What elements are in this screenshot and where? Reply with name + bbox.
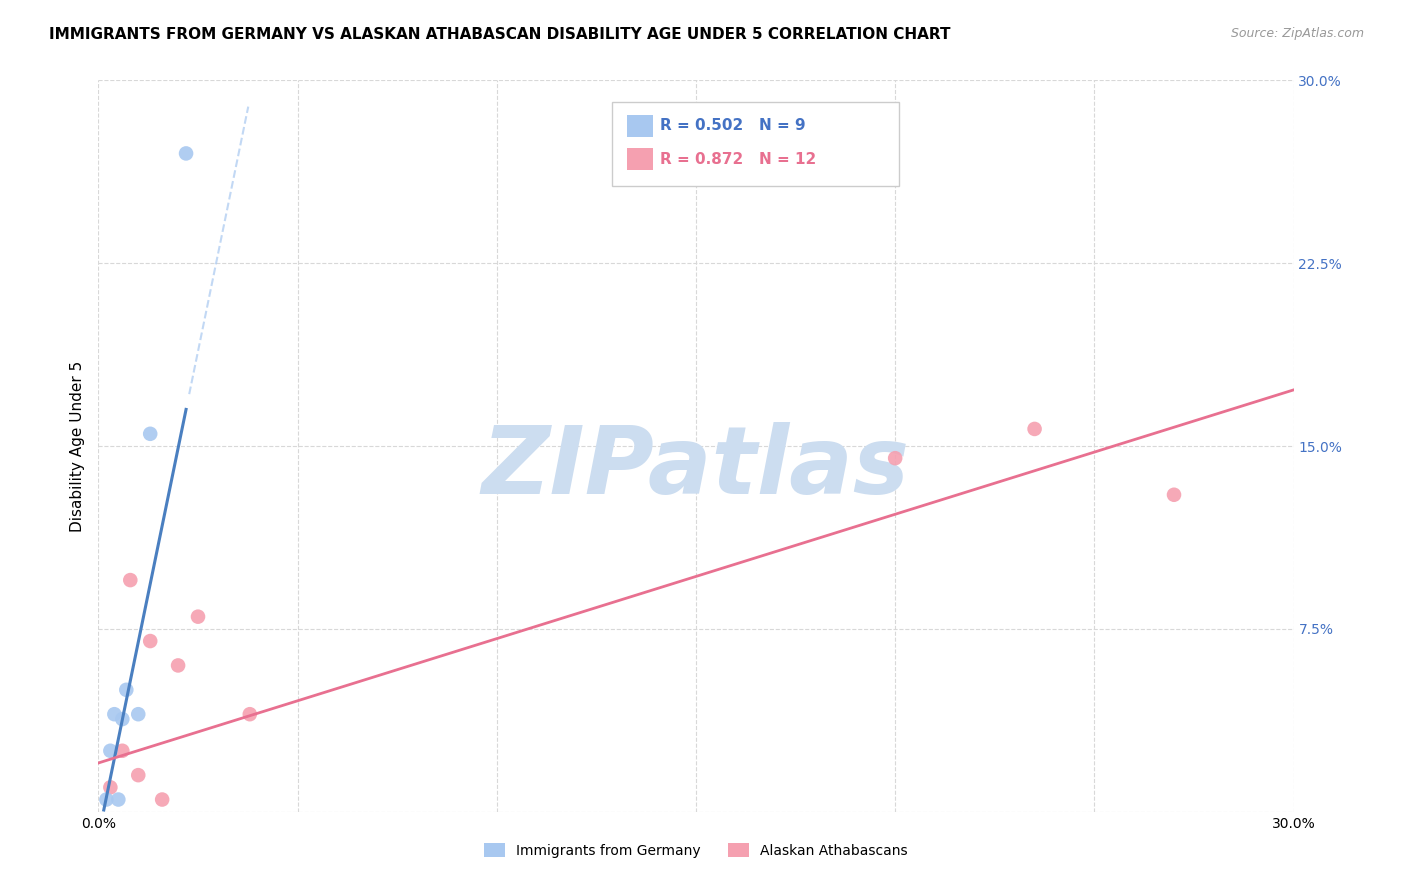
Point — [187, 609, 209, 624]
Point — [239, 707, 262, 722]
Text: R = 0.502   N = 9: R = 0.502 N = 9 — [661, 118, 806, 133]
Point — [120, 573, 142, 587]
Point — [111, 744, 134, 758]
Y-axis label: Disability Age Under 5: Disability Age Under 5 — [69, 360, 84, 532]
Text: Source: ZipAtlas.com: Source: ZipAtlas.com — [1230, 27, 1364, 40]
Point — [150, 792, 173, 806]
Point — [127, 768, 149, 782]
Point — [167, 658, 190, 673]
Text: IMMIGRANTS FROM GERMANY VS ALASKAN ATHABASCAN DISABILITY AGE UNDER 5 CORRELATION: IMMIGRANTS FROM GERMANY VS ALASKAN ATHAB… — [49, 27, 950, 42]
Point — [139, 426, 162, 441]
Text: ZIPatlas: ZIPatlas — [482, 422, 910, 514]
Point — [174, 146, 197, 161]
Point — [98, 780, 122, 795]
Point — [107, 792, 129, 806]
Point — [111, 712, 134, 726]
Point — [884, 451, 907, 466]
Point — [103, 707, 125, 722]
Point — [1024, 422, 1046, 436]
FancyBboxPatch shape — [627, 148, 652, 170]
Point — [98, 744, 122, 758]
FancyBboxPatch shape — [627, 115, 652, 136]
Point — [139, 634, 162, 648]
Point — [1163, 488, 1185, 502]
Text: R = 0.872   N = 12: R = 0.872 N = 12 — [661, 152, 817, 167]
Point — [127, 707, 149, 722]
Point — [96, 792, 118, 806]
FancyBboxPatch shape — [613, 103, 900, 186]
Legend: Immigrants from Germany, Alaskan Athabascans: Immigrants from Germany, Alaskan Athabas… — [478, 838, 914, 863]
Point — [115, 682, 138, 697]
